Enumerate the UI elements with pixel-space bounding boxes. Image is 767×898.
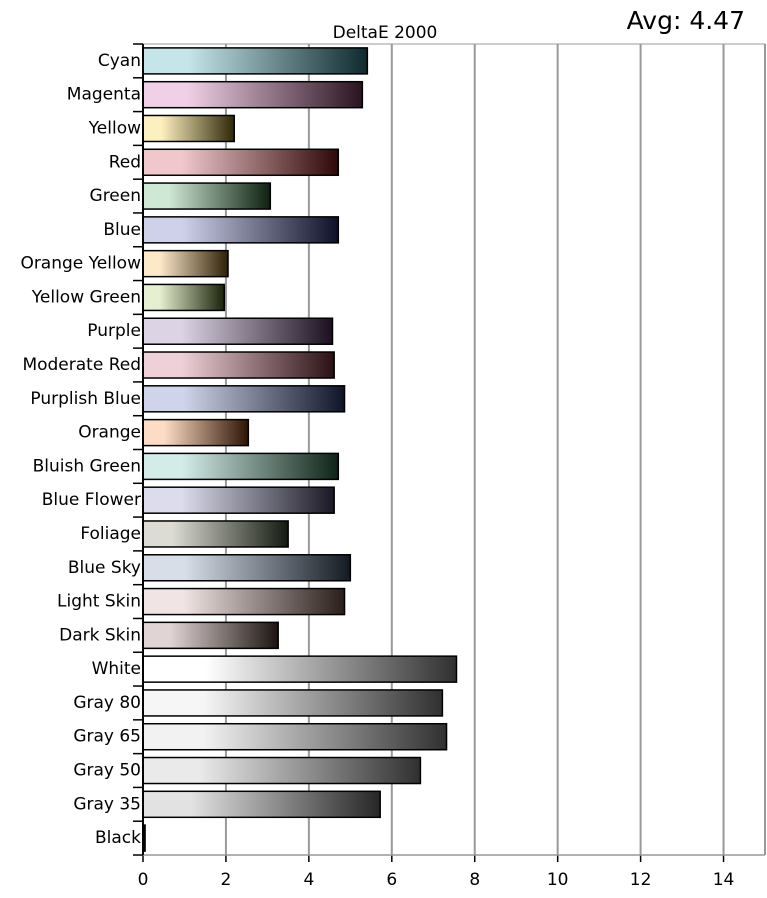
bar bbox=[142, 47, 369, 75]
x-tick-label: 0 bbox=[138, 870, 149, 890]
bar bbox=[142, 249, 229, 278]
y-tick-label: Moderate Red bbox=[22, 355, 141, 375]
y-tick-label: Gray 35 bbox=[73, 794, 141, 814]
bar bbox=[142, 520, 289, 548]
bar bbox=[142, 722, 448, 751]
bar bbox=[142, 452, 340, 481]
y-tick-label: Cyan bbox=[98, 51, 141, 71]
y-tick-label: Bluish Green bbox=[33, 456, 141, 476]
bar bbox=[142, 216, 340, 244]
x-tick-label: 2 bbox=[221, 870, 232, 890]
bar bbox=[142, 756, 422, 785]
x-tick-label: 4 bbox=[303, 870, 314, 890]
bar bbox=[142, 587, 346, 616]
x-tick-label: 8 bbox=[469, 870, 480, 890]
bar bbox=[142, 621, 279, 650]
x-tick-label: 12 bbox=[630, 870, 652, 890]
chart-title: DeltaE 2000 bbox=[333, 23, 438, 43]
y-tick-label: Gray 80 bbox=[73, 693, 141, 713]
bar bbox=[142, 486, 335, 514]
y-tick-label: Red bbox=[109, 152, 141, 172]
y-tick-label: Foliage bbox=[80, 524, 141, 544]
bar bbox=[142, 655, 458, 683]
x-tick-label: 14 bbox=[713, 870, 735, 890]
bar bbox=[142, 317, 334, 345]
bar bbox=[142, 148, 340, 177]
bar bbox=[142, 182, 272, 210]
y-tick-label: Blue bbox=[103, 220, 141, 240]
y-tick-label: Green bbox=[90, 186, 141, 206]
y-tick-label: Blue Flower bbox=[42, 490, 141, 510]
y-tick-label: Yellow bbox=[88, 118, 141, 138]
y-tick-label: Gray 50 bbox=[73, 761, 141, 781]
y-tick-label: Gray 65 bbox=[73, 727, 141, 747]
y-tick-label: Light Skin bbox=[57, 592, 141, 612]
bar bbox=[142, 418, 250, 447]
y-tick-label: Blue Sky bbox=[68, 558, 141, 578]
bar bbox=[142, 351, 335, 379]
y-tick-label: Black bbox=[95, 828, 141, 848]
bar bbox=[142, 554, 352, 582]
y-tick-label: Orange Yellow bbox=[20, 254, 141, 274]
bar bbox=[142, 114, 235, 143]
y-tick-label: Purplish Blue bbox=[30, 389, 141, 409]
bar bbox=[142, 385, 346, 413]
bar bbox=[142, 689, 444, 717]
x-tick-label: 10 bbox=[547, 870, 569, 890]
x-tick-label: 6 bbox=[386, 870, 397, 890]
y-tick-label: Dark Skin bbox=[59, 625, 141, 645]
average-annotation: Avg: 4.47 bbox=[627, 6, 745, 35]
bar bbox=[142, 790, 381, 819]
bar bbox=[142, 283, 226, 312]
y-tick-label: White bbox=[92, 659, 141, 679]
y-tick-label: Yellow Green bbox=[31, 287, 141, 307]
y-tick-label: Magenta bbox=[67, 85, 141, 105]
bar bbox=[142, 80, 364, 109]
y-tick-label: Purple bbox=[87, 321, 141, 341]
y-tick-label: Orange bbox=[78, 423, 141, 443]
